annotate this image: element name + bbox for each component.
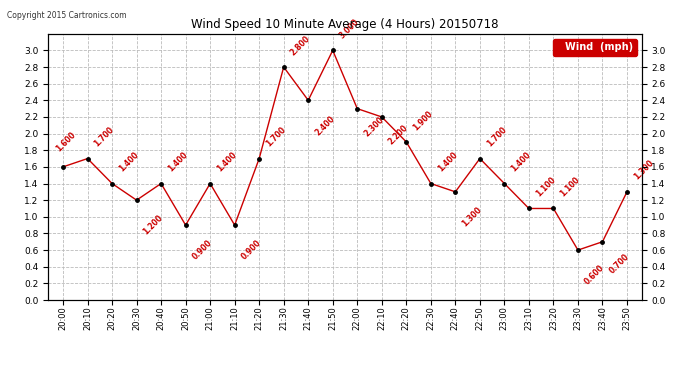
Text: 1.100: 1.100: [558, 175, 582, 198]
Text: 1.400: 1.400: [509, 150, 533, 174]
Text: 1.600: 1.600: [54, 130, 77, 154]
Text: 2.400: 2.400: [313, 114, 336, 137]
Text: 0.900: 0.900: [190, 238, 214, 262]
Text: 1.400: 1.400: [215, 150, 238, 174]
Text: 1.100: 1.100: [534, 175, 557, 198]
Text: 1.300: 1.300: [632, 159, 655, 182]
Text: 1.200: 1.200: [141, 213, 165, 237]
Text: 2.800: 2.800: [288, 34, 312, 57]
Text: 2.300: 2.300: [362, 116, 386, 139]
Title: Wind Speed 10 Minute Average (4 Hours) 20150718: Wind Speed 10 Minute Average (4 Hours) 2…: [191, 18, 499, 31]
Legend: Wind  (mph): Wind (mph): [553, 39, 637, 56]
Text: 1.700: 1.700: [92, 125, 116, 148]
Text: 3.000: 3.000: [337, 17, 361, 40]
Text: 0.700: 0.700: [607, 252, 631, 275]
Text: 1.700: 1.700: [264, 125, 288, 148]
Text: 1.400: 1.400: [435, 150, 459, 174]
Text: 1.300: 1.300: [460, 205, 484, 228]
Text: Copyright 2015 Cartronics.com: Copyright 2015 Cartronics.com: [7, 11, 126, 20]
Text: 1.400: 1.400: [166, 150, 189, 174]
Text: 0.600: 0.600: [583, 264, 606, 286]
Text: 1.700: 1.700: [485, 125, 508, 148]
Text: 0.900: 0.900: [239, 238, 263, 262]
Text: 1.900: 1.900: [411, 109, 435, 132]
Text: 1.400: 1.400: [117, 150, 140, 174]
Text: 2.200: 2.200: [386, 124, 410, 147]
